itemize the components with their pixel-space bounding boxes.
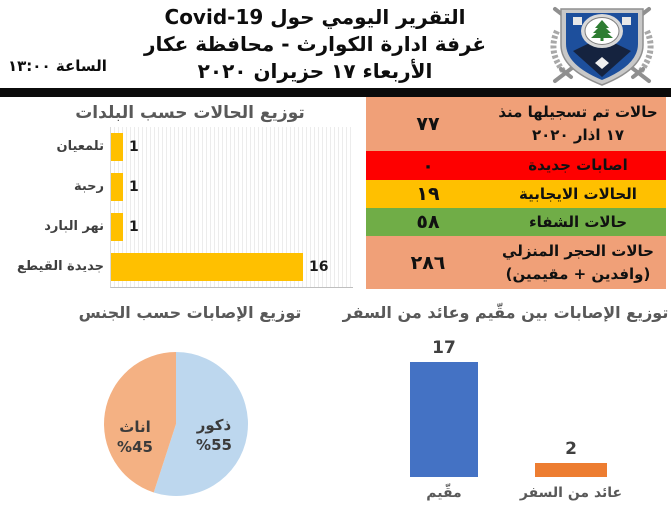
stats-row-label: حالات تم تسجيلها منذ ١٧ اذار ٢٠٢٠ — [498, 103, 658, 144]
stats-row-label: حالات الحجر المنزلي (وافدين + مقيمين) — [502, 241, 654, 283]
stats-row-value: ٢٨٦ — [410, 251, 446, 274]
stats-summary-table: حالات تم تسجيلها منذ ١٧ اذار ٢٠٢٠ ٧٧ اصابا… — [366, 97, 666, 289]
stats-row: حالات الشفاء ٥٨ — [366, 208, 666, 236]
stats-row: اصابات جديدة ٠ — [366, 151, 666, 180]
stats-row-label: حالات الشفاء — [528, 212, 628, 231]
town-label: نهر البارد — [44, 219, 104, 234]
cedar-tree-icon — [591, 20, 613, 41]
towns-bar-chart: توزيع الحالات حسب البلدات 1 1 1 16 تلمعيان ر… — [0, 97, 362, 295]
stats-row-value: ١٩ — [416, 183, 440, 205]
stats-row: الحالات الايجابية ١٩ — [366, 180, 666, 208]
gender-chart-title: توزيع الإصابات حسب الجنس — [78, 303, 302, 322]
pie-slice-label: ذكور %55 — [196, 416, 232, 454]
report-title: التقرير اليومي حول Covid-19 — [164, 5, 466, 29]
town-bar — [111, 133, 123, 161]
pie-slice — [153, 352, 249, 496]
category-bar — [410, 362, 478, 477]
stats-row: حالات تم تسجيلها منذ ١٧ اذار ٢٠٢٠ ٧٧ — [366, 97, 666, 151]
stats-row: حالات الحجر المنزلي (وافدين + مقيمين) ٢٨٦ — [366, 236, 666, 289]
town-bar-value: 1 — [129, 179, 139, 195]
town-bar-value: 16 — [309, 259, 329, 275]
category-bar — [535, 463, 607, 477]
organization-logo-icon — [550, 7, 654, 86]
report-date: الأربعاء ١٧ حزيران ٢٠٢٠ — [197, 59, 433, 83]
category-label: عائد من السفر — [519, 485, 623, 501]
town-bar — [111, 173, 123, 201]
towns-chart-plot-area: 1 1 1 16 — [110, 127, 353, 288]
town-label: جديدة القيطع — [16, 259, 104, 274]
town-bar-value: 1 — [129, 139, 139, 155]
pie-slice-label: اناث %45 — [117, 418, 153, 456]
category-label: مقّيم — [426, 485, 462, 501]
stats-row-value: ٥٨ — [416, 211, 440, 233]
town-bar — [111, 213, 123, 241]
report-subtitle: غرفة ادارة الكوارث - محافظة عكار — [143, 32, 487, 56]
towns-chart-title: توزيع الحالات حسب البلدات — [75, 103, 305, 123]
report-time: الساعة ١٣:٠٠ — [8, 57, 107, 75]
section-divider — [0, 88, 671, 97]
stats-row-value: ٠ — [422, 154, 434, 177]
pie-slice — [104, 352, 176, 493]
category-bar-value: 17 — [432, 338, 456, 358]
stats-row-label: اصابات جديدة — [528, 156, 628, 174]
report-header: التقرير اليومي حول Covid-19 غرفة ادارة ا… — [100, 4, 530, 85]
resident-traveler-bar-chart: توزيع الإصابات بين مقّيم وعائد من السفر … — [340, 295, 671, 515]
stats-row-label: الحالات الايجابية — [519, 184, 637, 203]
gender-pie-svg: ذكور %55 اناث %45 — [104, 352, 249, 496]
town-bar — [111, 253, 303, 281]
town-bar-value: 1 — [129, 219, 139, 235]
stats-row-value: ٧٧ — [416, 113, 440, 135]
resident-chart-title: توزيع الإصابات بين مقّيم وعائد من السفر — [342, 303, 669, 322]
town-label: رحبة — [73, 179, 104, 194]
town-label: تلمعيان — [56, 139, 104, 154]
category-bar-value: 2 — [565, 439, 577, 459]
gender-pie-chart: توزيع الإصابات حسب الجنس ذكور %55 اناث %45 — [0, 295, 340, 515]
